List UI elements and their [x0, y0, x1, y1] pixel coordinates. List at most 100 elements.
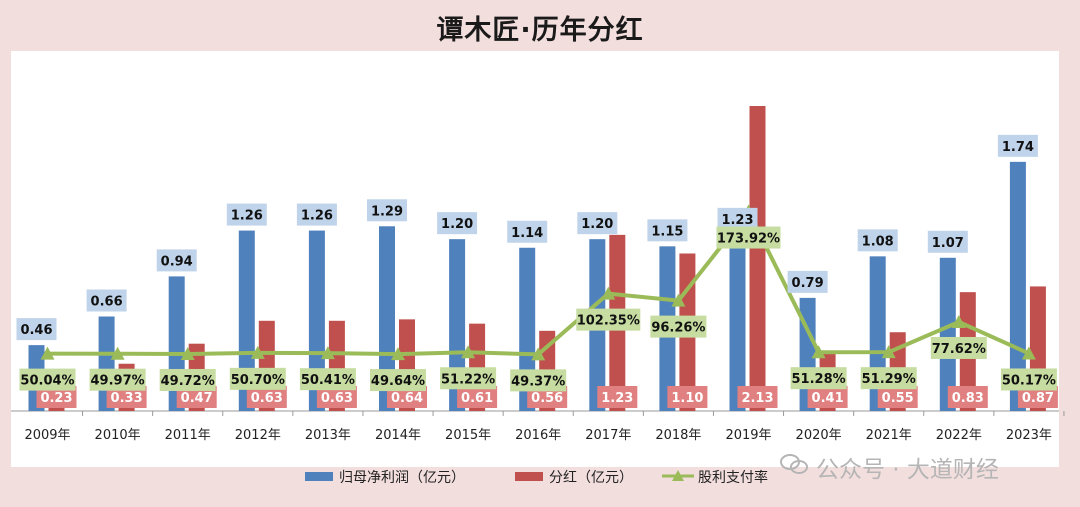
- label-net-profit-2011年-box: [156, 249, 197, 272]
- marker-payout-ratio-2018年: [671, 293, 686, 307]
- label-net-profit-2010年-box: [86, 289, 127, 312]
- x-tick-label: 2017年: [585, 428, 631, 443]
- label-net-profit-2009年-text: 0.46: [20, 323, 52, 338]
- label-net-profit-2014年-box: [367, 199, 407, 222]
- marker-payout-ratio-2009年: [40, 346, 55, 360]
- bar-net-profit-2022年: [939, 257, 956, 411]
- x-tick-label: 2015年: [445, 428, 491, 443]
- label-dividend-2009年-box: [36, 386, 77, 408]
- marker-payout-ratio-2020年: [811, 345, 826, 359]
- label-net-profit-2018年-text: 1.15: [651, 224, 683, 239]
- label-net-profit-2020年: 0.79: [787, 270, 828, 293]
- label-dividend-2018年-box: [667, 386, 708, 408]
- label-payout-ratio-2019年: 173.92%: [716, 226, 781, 249]
- label-dividend-2023年-text: 0.87: [1022, 391, 1054, 406]
- label-net-profit-2021年-box: [857, 229, 898, 252]
- label-dividend-2013年: 0.63: [316, 386, 357, 408]
- label-payout-ratio-2018年-text: 96.26%: [651, 321, 705, 336]
- bar-net-profit-2013年: [308, 230, 325, 411]
- x-tick-label: 2021年: [866, 428, 912, 443]
- label-net-profit-2022年-box: [927, 230, 968, 253]
- x-tick-label: 2010年: [95, 428, 141, 443]
- label-dividend-2022年: 0.83: [947, 386, 988, 408]
- x-tick-label: 2018年: [655, 428, 701, 443]
- label-net-profit-2013年: 1.26: [296, 203, 337, 226]
- label-net-profit-2018年: 1.15: [647, 219, 688, 242]
- label-dividend-2020年-box: [807, 386, 848, 408]
- marker-payout-ratio-2013年: [320, 346, 335, 360]
- marker-payout-ratio-2014年: [391, 347, 405, 361]
- label-dividend-2014年: 0.64: [387, 386, 427, 408]
- label-net-profit-2014年-text: 1.29: [371, 204, 403, 219]
- label-dividend-2020年-text: 0.41: [812, 391, 844, 406]
- label-payout-ratio-2023年-text: 50.17%: [1002, 373, 1056, 388]
- bar-net-profit-2019年: [729, 234, 746, 411]
- title-bar: 谭木匠·历年分红: [0, 0, 1080, 60]
- label-payout-ratio-2009年-text: 50.04%: [20, 374, 74, 389]
- label-dividend-2019年-box: [737, 386, 778, 408]
- label-dividend-2021年: 0.55: [877, 386, 918, 408]
- label-payout-ratio-2014年: 49.64%: [370, 369, 426, 392]
- label-payout-ratio-2012年-text: 50.70%: [231, 373, 285, 388]
- label-payout-ratio-2020年-box: [790, 367, 847, 390]
- legend-swatch-dividend: [515, 472, 543, 481]
- label-net-profit-2017年-text: 1.20: [581, 217, 613, 232]
- marker-payout-ratio-2022年: [951, 314, 966, 328]
- label-net-profit-2012年-box: [226, 203, 267, 226]
- x-tick-label: 2020年: [796, 428, 842, 443]
- label-payout-ratio-2016年-text: 49.37%: [511, 374, 565, 389]
- label-net-profit-2016年-box: [507, 220, 548, 243]
- label-dividend-2009年: 0.23: [36, 386, 77, 408]
- label-net-profit-2016年-text: 1.14: [511, 226, 543, 241]
- label-dividend-2022年-text: 0.83: [952, 391, 984, 406]
- label-dividend-2012年-box: [246, 386, 287, 408]
- label-payout-ratio-2012年-box: [229, 367, 286, 390]
- marker-payout-ratio-2021年: [881, 345, 896, 359]
- label-net-profit-2015年: 1.20: [437, 212, 478, 235]
- label-payout-ratio-2022年: 77.62%: [930, 336, 987, 359]
- legend-marker-payout-ratio: [662, 470, 694, 481]
- label-net-profit-2023年-box: [997, 134, 1038, 157]
- label-payout-ratio-2011年-text: 49.72%: [161, 374, 215, 389]
- label-net-profit-2009年-box: [16, 318, 57, 341]
- label-dividend-2012年: 0.63: [246, 386, 287, 408]
- label-payout-ratio-2015年-box: [440, 367, 497, 390]
- label-net-profit-2020年-text: 0.79: [792, 276, 824, 291]
- label-dividend-2010年-text: 0.33: [111, 391, 143, 406]
- label-payout-ratio-2011年: 49.72%: [159, 368, 216, 391]
- label-payout-ratio-2013年-text: 50.41%: [301, 373, 355, 388]
- label-net-profit-2021年-text: 1.08: [862, 234, 894, 249]
- label-dividend-2018年-text: 1.10: [671, 391, 703, 406]
- label-payout-ratio-2013年: 50.41%: [299, 368, 356, 391]
- label-dividend-2017年-box: [597, 386, 638, 408]
- label-dividend-2016年-text: 0.56: [531, 391, 563, 406]
- x-tick-label: 2012年: [235, 428, 281, 443]
- label-net-profit-2019年-text: 1.23: [721, 213, 753, 228]
- marker-payout-ratio-2015年: [461, 345, 476, 359]
- label-dividend-2014年-box: [387, 386, 427, 408]
- label-payout-ratio-2022年-box: [930, 336, 987, 359]
- label-dividend-2018年: 1.10: [667, 386, 708, 408]
- label-net-profit-2011年-text: 0.94: [161, 254, 193, 269]
- bar-net-profit-2014年: [379, 226, 395, 411]
- label-net-profit-2012年-text: 1.26: [231, 209, 263, 224]
- label-dividend-2012年-text: 0.63: [251, 391, 283, 406]
- label-net-profit-2013年-box: [296, 203, 337, 226]
- label-dividend-2015年-box: [457, 386, 498, 408]
- marker-payout-ratio-2010年: [110, 346, 125, 360]
- label-payout-ratio-2015年: 51.22%: [440, 367, 497, 390]
- label-dividend-2015年-text: 0.61: [461, 391, 493, 406]
- label-payout-ratio-2011年-box: [159, 368, 216, 391]
- label-payout-ratio-2014年-box: [370, 369, 426, 392]
- label-net-profit-2019年-box: [717, 207, 758, 230]
- label-net-profit-2019年: 1.23: [717, 207, 758, 230]
- label-net-profit-2017年-box: [577, 212, 618, 235]
- label-payout-ratio-2014年-text: 49.64%: [371, 374, 425, 389]
- label-net-profit-2015年-text: 1.20: [441, 217, 473, 232]
- label-net-profit-2022年-text: 1.07: [932, 236, 964, 251]
- marker-payout-ratio-2023年: [1021, 346, 1036, 360]
- label-payout-ratio-2019年-text: 173.92%: [717, 232, 780, 247]
- label-net-profit-2014年: 1.29: [367, 199, 407, 222]
- label-payout-ratio-2010年: 49.97%: [89, 368, 146, 391]
